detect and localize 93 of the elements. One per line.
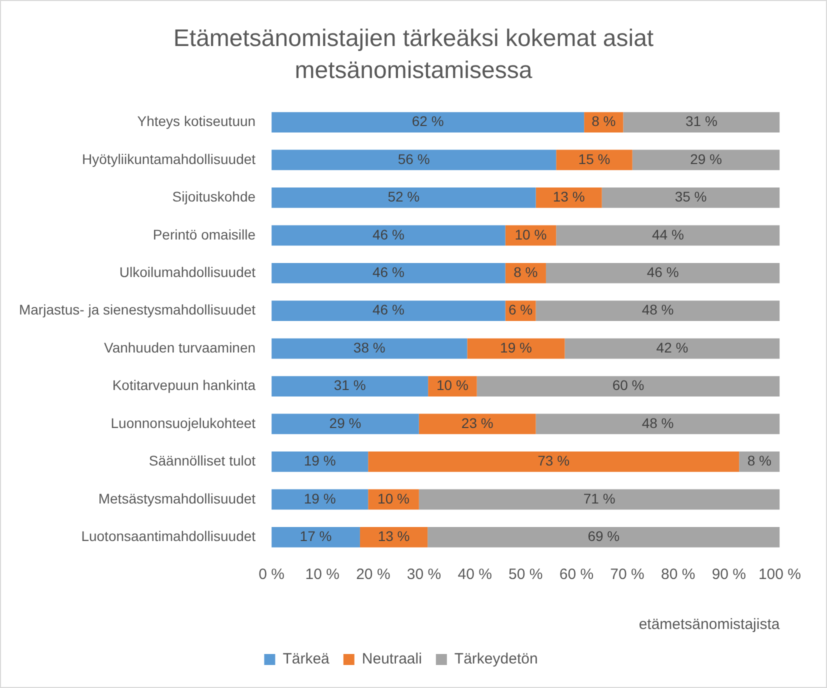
y-tick-label: Perintö omaisille [152,226,256,242]
bar [632,150,780,170]
data-label: 6 % [508,302,533,318]
bar [556,150,632,170]
bar [418,414,536,434]
data-label: 35 % [674,188,707,205]
bar [546,262,780,284]
data-label: 71 % [583,490,616,506]
data-label: 52 % [388,188,420,205]
bar [564,338,780,359]
legend-label: Tärkeydetön [454,650,538,668]
bar [272,262,506,284]
data-label: 15 % [578,150,610,167]
bar [272,112,584,132]
bar [272,452,368,472]
x-axis-title: etämetsänomistajista [638,616,780,634]
data-label: 46 % [372,226,404,242]
y-tick-label: Hyötyliikuntamahdollisuudet [82,150,256,167]
bar [536,414,780,434]
data-label: 60 % [612,377,644,394]
data-label: 48 % [642,414,674,431]
x-tick-label: 70 % [610,566,644,584]
data-label: 8 % [747,452,772,469]
y-tick-label: Marjastus- ja sienestysmahdollisuudet [18,302,256,318]
data-label: 8 % [592,113,616,130]
bar [536,188,602,208]
y-tick-label: Kotitarvepuun hankinta [112,377,256,394]
data-label: 8 % [514,264,538,280]
bar [476,376,780,396]
x-tick-label: 60 % [559,566,594,584]
data-label: 31 % [334,377,366,394]
bar [272,225,506,246]
data-label: 38 % [353,339,386,356]
y-tick-label: Sijoituskohde [172,188,256,205]
data-label: 19 % [304,452,336,469]
bar [536,300,780,322]
y-tick-label: Luonnonsuojelukohteet [110,414,256,431]
data-label: 10 % [514,226,547,242]
data-label: 42 % [656,339,688,356]
bar [556,225,780,246]
y-tick-label: Vanhuuden turvaaminen [104,339,256,356]
data-label: 69 % [588,528,620,544]
legend-label: Tärkeä [282,650,330,668]
data-label: 44 % [652,226,684,242]
bar [623,112,780,132]
y-tick-label: Luotonsaantimahdollisuudet [81,528,256,544]
bar [272,414,419,434]
data-label: 13 % [552,188,585,205]
data-label: 10 % [436,377,468,394]
bar [272,188,536,208]
x-tick-label: 100 % [758,566,802,584]
data-label: 62 % [412,113,444,130]
data-label: 46 % [372,302,404,318]
data-label: 10 % [378,490,410,506]
bar [360,526,428,548]
x-tick-label: 10 % [305,566,340,584]
bar [272,526,360,548]
data-label: 31 % [686,113,718,130]
bar [272,150,556,170]
data-label: 48 % [642,302,674,318]
bar [272,376,428,396]
x-tick-label: 30 % [406,566,442,584]
y-tick-label: Säännölliset tulot [148,452,256,469]
data-label: 46 % [646,264,679,280]
data-label: 13 % [378,528,410,544]
bar [428,526,780,548]
y-tick-label: Metsästysmahdollisuudet [98,490,256,506]
data-label: 73 % [538,452,570,469]
data-label: 19 % [304,490,336,506]
x-tick-label: 90 % [712,566,746,584]
bar [602,188,780,208]
bar [272,300,506,322]
bar [368,452,740,472]
legend-label: Neutraali [362,650,422,668]
x-tick-label: 80 % [660,566,696,584]
data-label: 29 % [690,150,722,167]
x-tick-label: 0 % [258,566,284,584]
data-label: 46 % [372,264,404,280]
chart-title: Etämetsänomistajien tärkeäksi kokemat asiat metsänomistamisessa [172,24,655,86]
bar [467,338,565,359]
y-tick-label: Ulkoilumahdollisuudet [119,264,256,280]
data-label: 19 % [500,339,532,356]
y-tick-label: Yhteys kotiseutuun [137,113,256,130]
data-label: 29 % [329,414,362,431]
bar [418,489,780,510]
data-label: 17 % [300,528,332,544]
x-tick-label: 40 % [458,566,492,584]
data-label: 23 % [461,414,494,431]
x-tick-label: 50 % [508,566,543,584]
bar [272,489,368,510]
x-tick-label: 20 % [356,566,390,584]
bar [272,338,468,359]
data-label: 56 % [398,150,430,167]
